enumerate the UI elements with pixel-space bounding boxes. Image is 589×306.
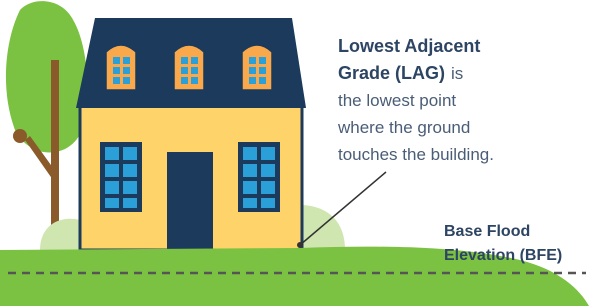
house [76,18,306,250]
lag-term-line: Lowest Adjacent [338,36,480,56]
lag-description-line: where the ground [337,118,470,137]
lag-term: Lowest Adjacent [338,36,480,56]
tree [6,1,87,250]
lag-line: Grade (LAG) is [338,63,463,83]
page: Lowest Adjacent Grade (LAG) is the lowest… [0,0,589,306]
lag-description-line: touches the building. [338,145,494,164]
lag-description-line: the lowest point [338,91,456,110]
lag-description-line: is [451,64,463,83]
bfe-label: Base Flood [444,223,530,240]
lag-diagram: Lowest Adjacent Grade (LAG) is the lowest… [0,0,589,306]
bfe-label: Elevation (BFE) [444,247,562,264]
lag-point [297,242,303,248]
lag-term-line: Grade (LAG) [338,63,445,83]
bush [40,219,80,250]
